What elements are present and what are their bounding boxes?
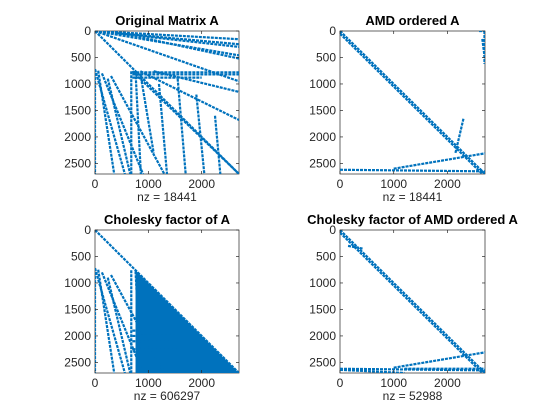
- subplot-title: AMD ordered A: [365, 13, 460, 28]
- y-tick-label: 0: [329, 223, 336, 237]
- y-tick-label: 500: [71, 249, 91, 263]
- y-tick-label: 2500: [309, 156, 336, 170]
- y-tick-label: 1000: [309, 276, 336, 290]
- x-axis-label: nz = 18441: [383, 190, 443, 204]
- y-tick-label: 0: [84, 223, 91, 237]
- nonzero-band: [340, 231, 484, 373]
- x-tick-label: 1000: [380, 177, 407, 191]
- y-tick-label: 2500: [64, 355, 91, 369]
- y-tick-label: 1500: [309, 103, 336, 117]
- sparsity-pattern: [340, 230, 485, 373]
- y-tick-label: 2000: [309, 130, 336, 144]
- nonzero-band: [213, 115, 222, 174]
- y-tick-label: 2000: [64, 130, 91, 144]
- x-tick-label: 2000: [434, 177, 461, 191]
- nonzero-band: [340, 230, 485, 373]
- x-axis-label: nz = 606297: [134, 389, 201, 403]
- y-tick-label: 500: [316, 249, 336, 263]
- nonzero-band: [157, 83, 169, 174]
- nonzero-band: [110, 274, 166, 373]
- nonzero-band: [95, 68, 126, 174]
- nonzero-band: [340, 168, 485, 173]
- subplot-title: Cholesky factor of A: [104, 212, 231, 227]
- nonzero-band: [134, 72, 142, 174]
- nonzero-band: [454, 118, 465, 154]
- nonzero-band: [97, 269, 116, 373]
- nonzero-band: [340, 32, 484, 174]
- sparsity-pattern: [95, 31, 239, 174]
- y-tick-label: 2500: [64, 156, 91, 170]
- y-tick-label: 1000: [64, 77, 91, 91]
- nonzero-band: [95, 31, 239, 83]
- nonzero-band: [139, 73, 155, 153]
- subplot-original-matrix: Original Matrix A nz = 18441 0 1000 2000 0 5…: [64, 13, 240, 204]
- y-tick-label: 1500: [309, 302, 336, 316]
- nonzero-band: [110, 75, 166, 174]
- x-tick-label: 2000: [434, 376, 461, 390]
- y-tick-label: 0: [329, 24, 336, 38]
- nonzero-band: [393, 351, 485, 369]
- x-tick-label: 0: [337, 376, 344, 390]
- x-tick-label: 2000: [188, 177, 215, 191]
- y-tick-label: 2500: [309, 355, 336, 369]
- x-tick-label: 2000: [188, 376, 215, 390]
- nonzero-band: [97, 70, 116, 174]
- y-tick-label: 2000: [64, 329, 91, 343]
- x-axis-label: nz = 18441: [137, 190, 197, 204]
- nonzero-band: [478, 167, 485, 174]
- sparsity-pattern: [95, 230, 239, 373]
- nonzero-band: [393, 152, 485, 170]
- y-tick-label: 2000: [309, 329, 336, 343]
- y-tick-label: 500: [316, 50, 336, 64]
- nonzero-band: [340, 31, 485, 174]
- y-tick-label: 1000: [64, 276, 91, 290]
- y-tick-label: 500: [71, 50, 91, 64]
- nonzero-band: [100, 72, 145, 174]
- nonzero-band: [100, 271, 145, 373]
- subplot-amd-ordered: AMD ordered A nz = 18441 0 1000 2000 0 500 10…: [309, 13, 486, 204]
- nonzero-band: [478, 366, 485, 373]
- x-tick-label: 1000: [135, 376, 162, 390]
- x-tick-label: 1000: [380, 376, 407, 390]
- nonzero-band: [95, 230, 239, 373]
- x-tick-label: 0: [337, 177, 344, 191]
- x-tick-label: 0: [92, 177, 99, 191]
- nonzero-band: [195, 94, 206, 174]
- sparsity-pattern: [340, 31, 485, 174]
- x-tick-label: 0: [92, 376, 99, 390]
- x-axis-label: nz = 52988: [383, 389, 443, 403]
- y-tick-label: 0: [84, 24, 91, 38]
- subplot-cholesky-factor: Cholesky factor of A nz = 606297 0 1000 20…: [64, 212, 240, 403]
- subplot-title: Cholesky factor of AMD ordered A: [307, 212, 518, 227]
- nonzero-band: [153, 70, 239, 93]
- nonzero-band: [347, 244, 363, 250]
- nonzero-band: [106, 78, 132, 174]
- nonzero-band: [139, 70, 239, 121]
- subplot-title: Original Matrix A: [115, 13, 219, 28]
- y-tick-label: 1500: [64, 103, 91, 117]
- subplot-cholesky-amd: Cholesky factor of AMD ordered A nz = 52…: [307, 212, 518, 403]
- nonzero-band: [481, 38, 485, 61]
- nonzero-band: [106, 277, 132, 373]
- nonzero-band: [95, 267, 126, 373]
- nonzero-band: [131, 70, 239, 174]
- x-tick-label: 1000: [135, 177, 162, 191]
- nonzero-band: [134, 271, 142, 373]
- nonzero-band: [116, 32, 239, 46]
- y-tick-label: 1000: [309, 77, 336, 91]
- y-tick-label: 1500: [64, 302, 91, 316]
